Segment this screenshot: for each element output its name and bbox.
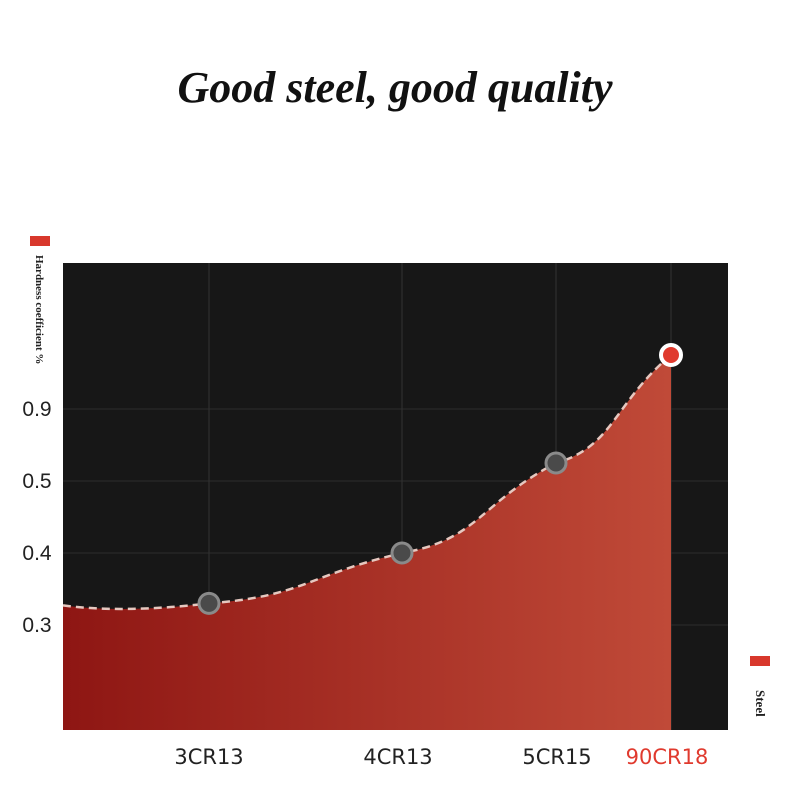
x-tick-label: 5CR15 bbox=[522, 745, 591, 769]
y-tick-label: 0.4 bbox=[22, 542, 52, 565]
x-tick-label: 4CR13 bbox=[363, 745, 432, 769]
y-axis-title: Hardness coefficient % bbox=[33, 255, 45, 364]
x-tick-label: 3CR13 bbox=[174, 745, 243, 769]
y-tick-label: 0.5 bbox=[22, 470, 51, 493]
line bbox=[208, 354, 672, 605]
x-tick-label: 90CR18 bbox=[626, 745, 709, 769]
axis-marker bbox=[30, 236, 50, 246]
legend-swatch bbox=[750, 656, 770, 666]
point bbox=[390, 541, 414, 565]
chart-title: Good steel, good quality bbox=[177, 63, 613, 112]
y-tick-label: 0.3 bbox=[22, 614, 51, 637]
legend-label: Steel bbox=[753, 690, 768, 717]
area bbox=[63, 355, 671, 730]
point bbox=[659, 343, 683, 367]
line-left bbox=[62, 602, 210, 611]
y-tick-label: 0.9 bbox=[22, 398, 51, 421]
point bbox=[544, 451, 568, 475]
point bbox=[197, 591, 221, 615]
